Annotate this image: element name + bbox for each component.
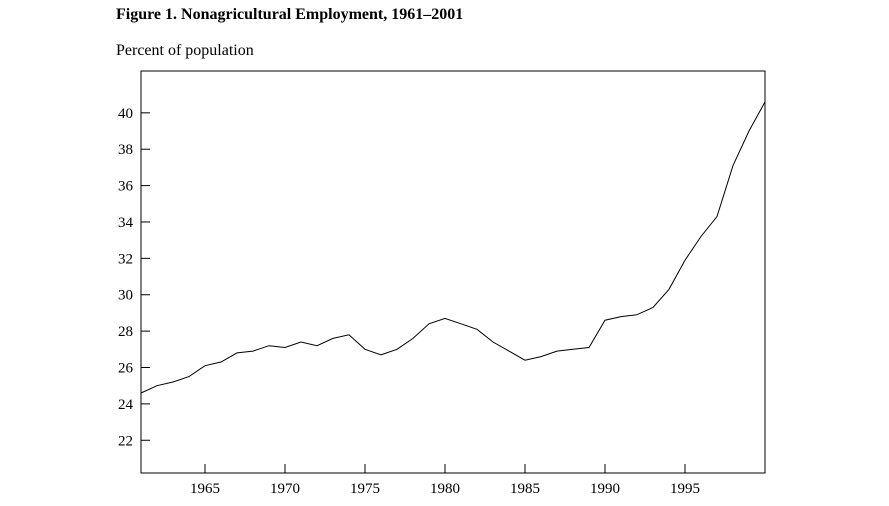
y-tick-label: 30 bbox=[118, 288, 133, 304]
y-tick-label: 24 bbox=[118, 397, 134, 413]
y-tick-label: 38 bbox=[118, 142, 133, 158]
x-tick-label: 1980 bbox=[430, 481, 460, 497]
y-axis: 22 24 26 28 30 32 34 36 38 40 bbox=[118, 106, 150, 449]
x-tick-label: 1995 bbox=[670, 481, 700, 497]
x-tick-label: 1990 bbox=[590, 481, 620, 497]
x-tick-label: 1970 bbox=[270, 481, 300, 497]
series-line bbox=[140, 101, 766, 394]
figure-title: Figure 1. Nonagricultural Employment, 19… bbox=[116, 6, 464, 23]
y-tick-label: 28 bbox=[118, 324, 133, 340]
x-tick-label: 1965 bbox=[190, 481, 220, 497]
x-tick-label: 1985 bbox=[510, 481, 540, 497]
y-tick-label: 36 bbox=[118, 179, 134, 195]
x-axis: 1965 1970 1975 1980 1985 1990 1995 bbox=[190, 464, 700, 497]
y-tick-label: 22 bbox=[118, 433, 133, 449]
y-tick-label: 40 bbox=[118, 106, 133, 122]
y-tick-label: 34 bbox=[118, 215, 134, 231]
plot-frame bbox=[140, 70, 766, 474]
y-tick-label: 26 bbox=[118, 360, 134, 376]
y-tick-label: 32 bbox=[118, 251, 133, 267]
x-tick-label: 1975 bbox=[350, 481, 380, 497]
y-axis-label: Percent of population bbox=[116, 42, 254, 59]
